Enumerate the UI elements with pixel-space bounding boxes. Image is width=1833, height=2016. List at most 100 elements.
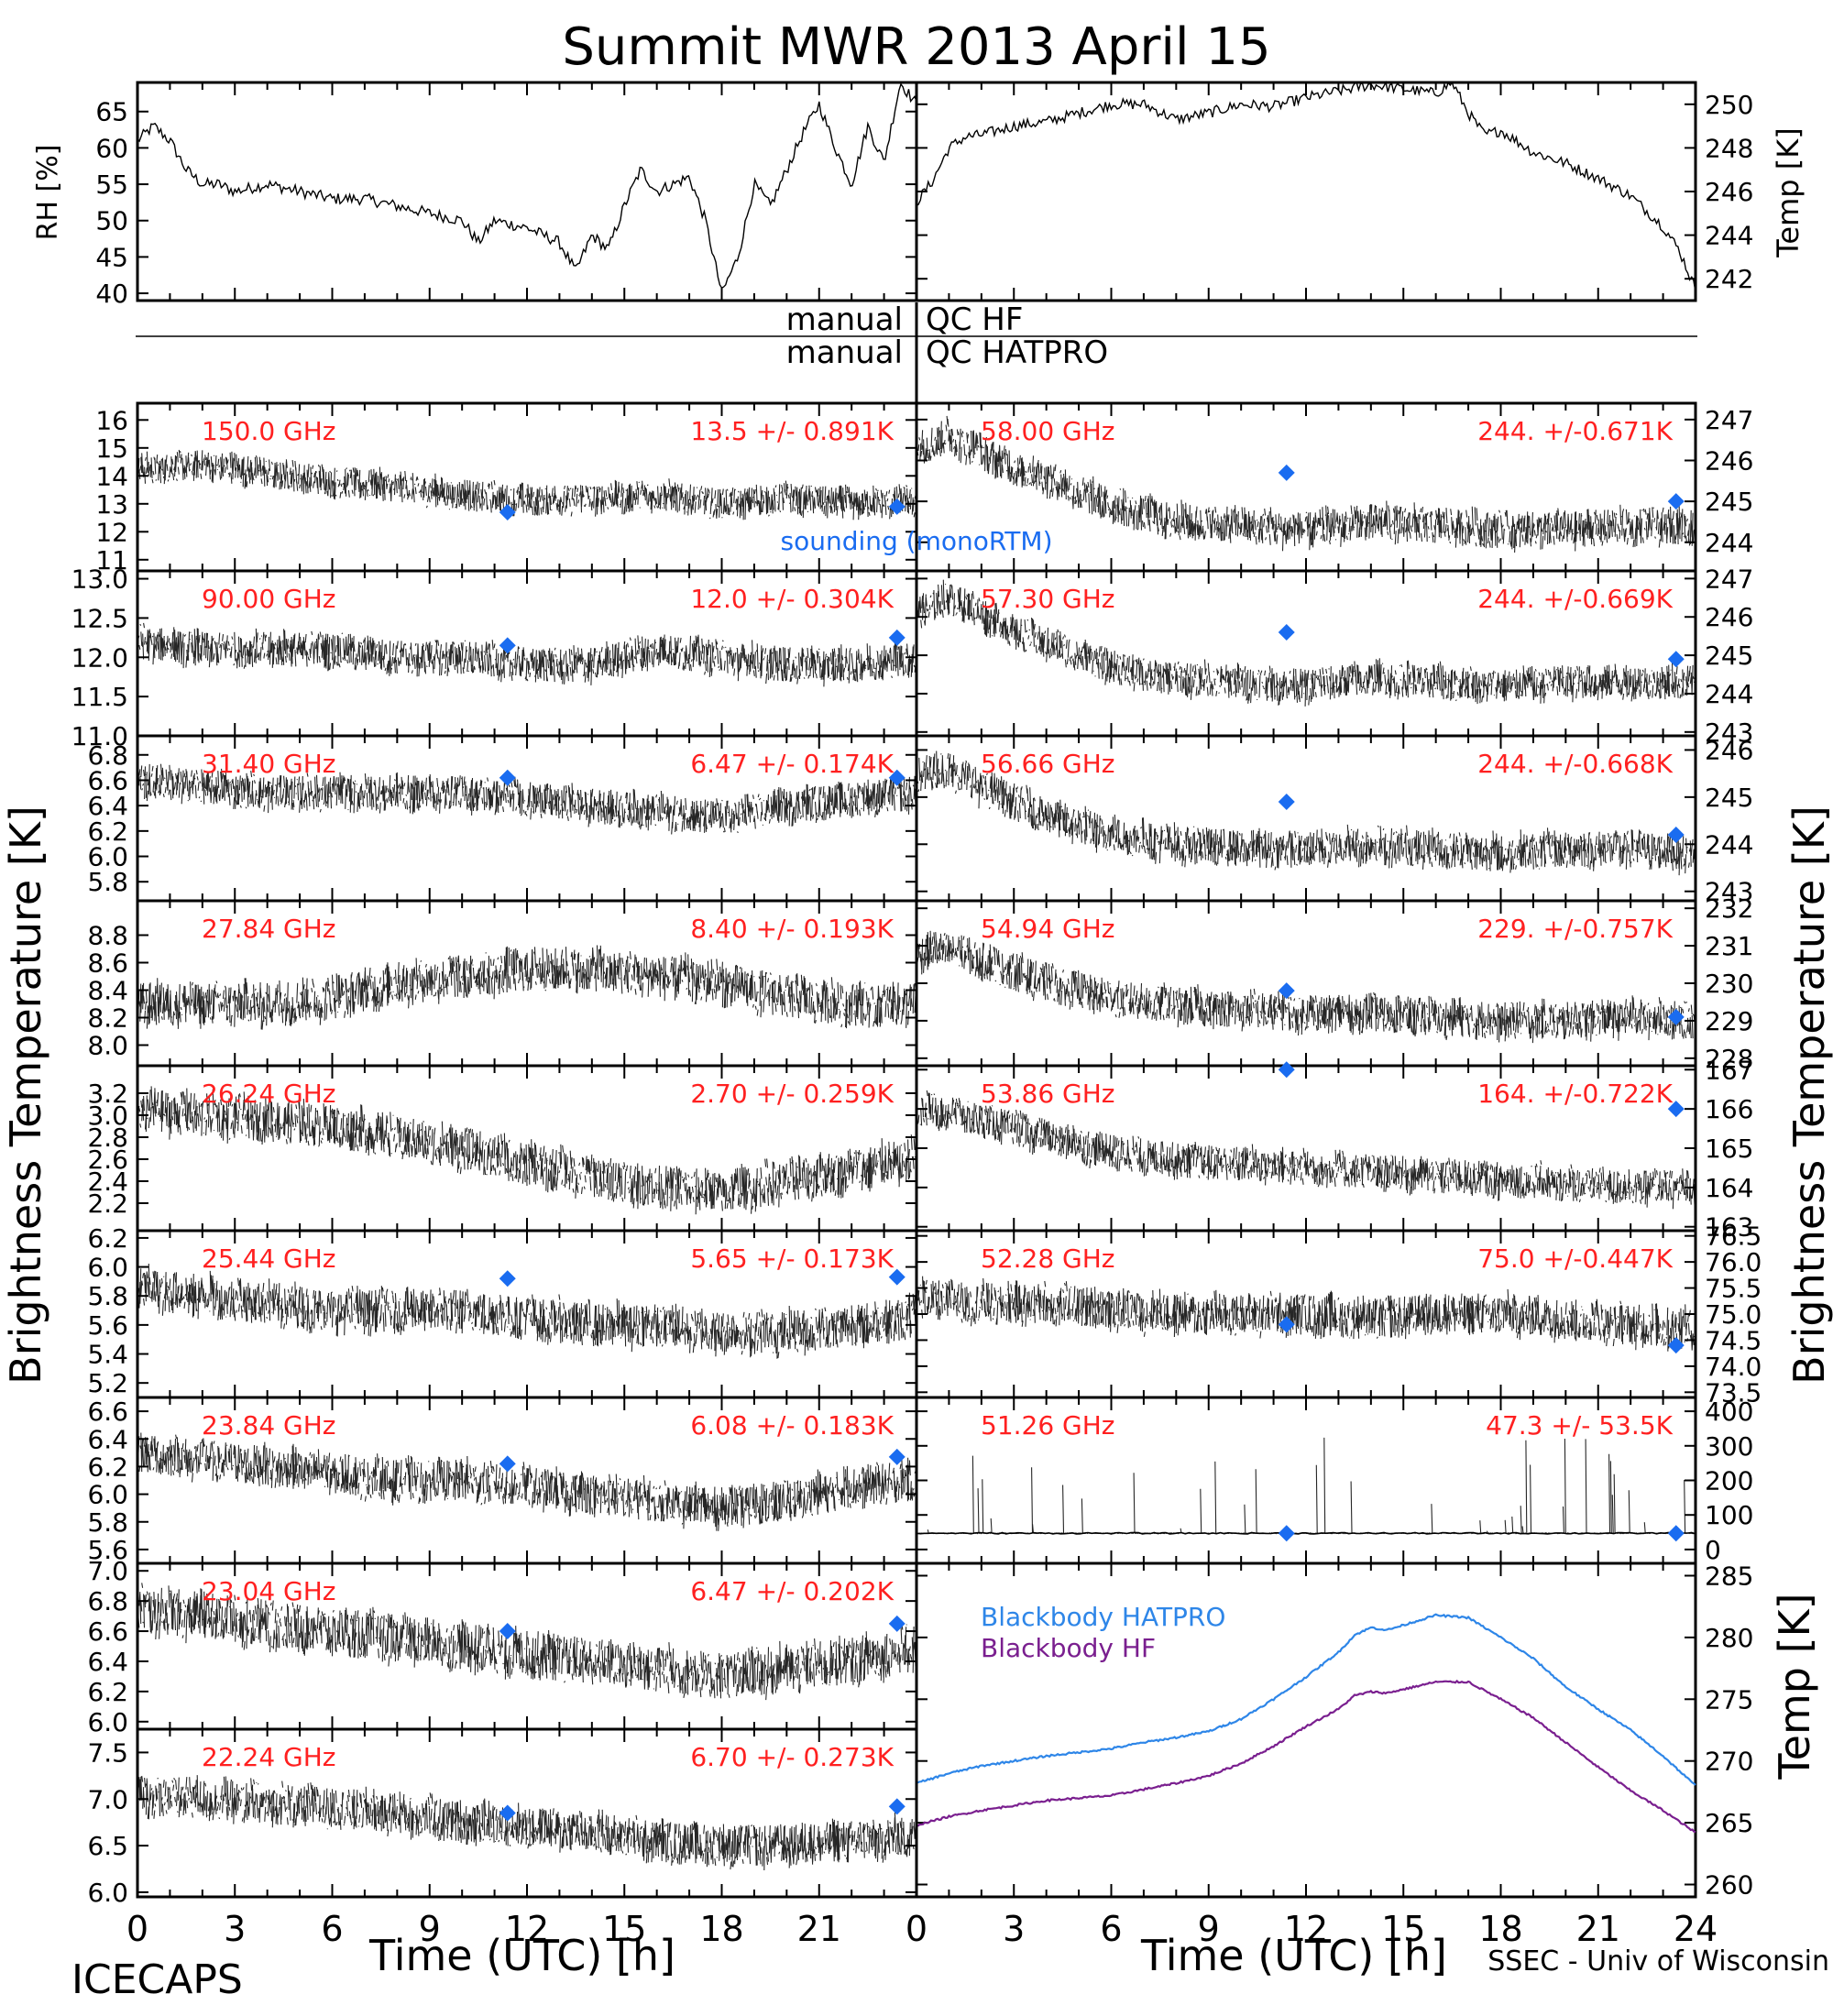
- panel-f5228-frequency-label: 52.28 GHz: [981, 1244, 1115, 1274]
- panel-f90-ytick-label: 11.0: [71, 721, 128, 751]
- panel-f2384-data-points: [137, 1432, 917, 1531]
- panel-f5228-sounding-marker: [1667, 1337, 1685, 1354]
- x-tick-label-left: 3: [224, 1909, 246, 1949]
- panel-f5494-frequency-label: 54.94 GHz: [981, 914, 1115, 944]
- panel-f2624-ytick-label: 3.2: [87, 1079, 128, 1109]
- panel-f2384-ytick-label: 6.4: [87, 1424, 128, 1454]
- figure-title: Summit MWR 2013 April 15: [562, 17, 1270, 77]
- blackbody-legend-hatpro: Blackbody HATPRO: [981, 1602, 1225, 1632]
- panel-f5386-ytick-label: 165: [1705, 1134, 1753, 1164]
- panel-f2384-ytick-label: 5.6: [87, 1535, 128, 1565]
- x-tick-label-right: 3: [1003, 1909, 1025, 1949]
- panel-f90-sounding-marker: [888, 629, 906, 646]
- panel-f5228-sounding-marker: [1278, 1316, 1295, 1333]
- panel-f150-ytick-label: 15: [95, 433, 128, 464]
- panel-f90-ytick-label: 12.5: [71, 603, 128, 633]
- panel-f5386-ytick-label: 167: [1705, 1055, 1753, 1085]
- panel-f5730-ytick-label: 244: [1705, 679, 1753, 709]
- blackbody-panel-ytick-label: 275: [1705, 1684, 1753, 1715]
- panel-f2544-ytick-label: 6.0: [87, 1253, 128, 1283]
- panel-f2304-ytick-label: 6.0: [87, 1707, 128, 1737]
- panel-f5800-sounding-marker: [1278, 464, 1295, 481]
- blackbody-panel-ytick-label: 265: [1705, 1808, 1753, 1838]
- panel-f5494-ytick-label: 228: [1705, 1044, 1753, 1074]
- blackbody-panel-ytick-label: 285: [1705, 1561, 1753, 1591]
- rh-panel-ytick-label: 45: [95, 242, 128, 272]
- panel-f5666-ytick-label: 243: [1705, 877, 1753, 907]
- panel-f2544-ytick-label: 5.6: [87, 1310, 128, 1341]
- panel-f90-ytick-label: 12.0: [71, 642, 128, 673]
- blackbody-series-hatpro: [916, 1613, 1696, 1786]
- panel-f5494-stat-label: 229. +/-0.757K: [1477, 914, 1673, 944]
- footer-left: ICECAPS: [71, 1956, 243, 2003]
- panel-f5800-stat-label: 244. +/-0.671K: [1477, 416, 1673, 446]
- x-tick-label-left: 18: [699, 1909, 743, 1949]
- panel-f5228-stat-label: 75.0 +/-0.447K: [1477, 1244, 1673, 1274]
- panel-f90-stat-label: 12.0 +/- 0.304K: [690, 584, 894, 614]
- panel-f2784-data-points: [137, 945, 917, 1030]
- temp-panel-ytick-label: 246: [1705, 177, 1753, 207]
- panel-f3140-ytick-label: 6.0: [87, 842, 128, 872]
- x-tick-label-left: 12: [505, 1909, 549, 1949]
- panel-f2304-ytick-label: 6.6: [87, 1616, 128, 1647]
- panel-f2224-ytick-label: 7.0: [87, 1784, 128, 1814]
- panel-f2544-ytick-label: 5.2: [87, 1368, 128, 1398]
- temp-axis-label: Temp [K]: [1771, 127, 1806, 257]
- panel-f2384-ytick-label: 6.2: [87, 1452, 128, 1482]
- panel-f90-ytick-label: 11.5: [71, 682, 128, 712]
- panel-f2784-stat-label: 8.40 +/- 0.193K: [690, 914, 894, 944]
- temp-panel-ytick-label: 250: [1705, 90, 1753, 120]
- panel-f2224-data-points: [137, 1775, 917, 1871]
- panel-f5126-sounding-marker: [1278, 1525, 1295, 1542]
- qc-hatpro-right-label: QC HATPRO: [926, 334, 1108, 371]
- panel-f5228-ytick-label: 76.5: [1705, 1222, 1762, 1252]
- panel-f5666-ytick-label: 244: [1705, 829, 1753, 860]
- panel-f5126-frequency-label: 51.26 GHz: [981, 1410, 1115, 1441]
- panel-f2544-frequency-label: 25.44 GHz: [202, 1244, 336, 1274]
- panel-f2384-ytick-label: 6.6: [87, 1397, 128, 1427]
- panel-f2384-stat-label: 6.08 +/- 0.183K: [690, 1410, 894, 1441]
- panel-f5666-ytick-label: 246: [1705, 735, 1753, 765]
- panel-f150-sounding-marker: [499, 503, 516, 520]
- panel-f2304-sounding-marker: [888, 1615, 906, 1632]
- panel-f3140-ytick-label: 6.2: [87, 816, 128, 847]
- x-tick-label-right: 12: [1284, 1909, 1328, 1949]
- panel-f2624-data-points: [137, 1086, 917, 1215]
- panel-f2544-stat-label: 5.65 +/- 0.173K: [690, 1244, 894, 1274]
- panel-f2624-ytick-label: 2.4: [87, 1167, 128, 1197]
- blackbody-panel-ytick-label: 270: [1705, 1747, 1753, 1777]
- panel-f2224-frequency-label: 22.24 GHz: [202, 1742, 336, 1772]
- panel-f2784-ytick-label: 8.2: [87, 1003, 128, 1034]
- panel-f3140-sounding-marker: [499, 769, 516, 786]
- panel-f5126-ytick-label: 200: [1705, 1466, 1753, 1496]
- panel-f3140-ytick-label: 6.8: [87, 740, 128, 771]
- x-tick-label-right: 21: [1576, 1909, 1620, 1949]
- panel-f5126-ytick-label: 300: [1705, 1431, 1753, 1462]
- panel-f5666-sounding-marker: [1667, 827, 1685, 843]
- panel-f3140-frequency-label: 31.40 GHz: [202, 749, 336, 779]
- rh-panel-ytick-label: 40: [95, 279, 128, 309]
- panel-f5666-sounding-marker: [1278, 794, 1295, 810]
- x-axis-label-right: Time (UTC) [h]: [1140, 1931, 1447, 1980]
- panel-f150-ytick-label: 12: [95, 517, 128, 547]
- x-tick-label-left: 6: [321, 1909, 343, 1949]
- panel-f2384-frequency-label: 23.84 GHz: [202, 1410, 336, 1441]
- panel-f5228-ytick-label: 75.0: [1705, 1299, 1762, 1330]
- panel-f2624-ytick-label: 3.0: [87, 1101, 128, 1131]
- panel-f5730-sounding-marker: [1667, 651, 1685, 668]
- panel-f150-ytick-label: 13: [95, 489, 128, 520]
- panel-f2784-ytick-label: 8.4: [87, 976, 128, 1006]
- panel-f2224-sounding-marker: [888, 1798, 906, 1815]
- x-tick-label-left: 21: [797, 1909, 841, 1949]
- temp-panel-series-line: [916, 80, 1696, 292]
- panel-f5800-ytick-label: 245: [1705, 487, 1753, 517]
- panel-f2544-data-points: [137, 1263, 917, 1359]
- panel-f5494-ytick-label: 231: [1705, 931, 1753, 961]
- rh-panel-series-line: [137, 82, 917, 289]
- panel-f2624-ytick-label: 2.8: [87, 1123, 128, 1153]
- x-axis-label-left: Time (UTC) [h]: [368, 1931, 675, 1980]
- rh-panel-ytick-label: 55: [95, 170, 128, 200]
- x-tick-label-left: 9: [419, 1909, 441, 1949]
- rh-panel-ytick-label: 50: [95, 206, 128, 236]
